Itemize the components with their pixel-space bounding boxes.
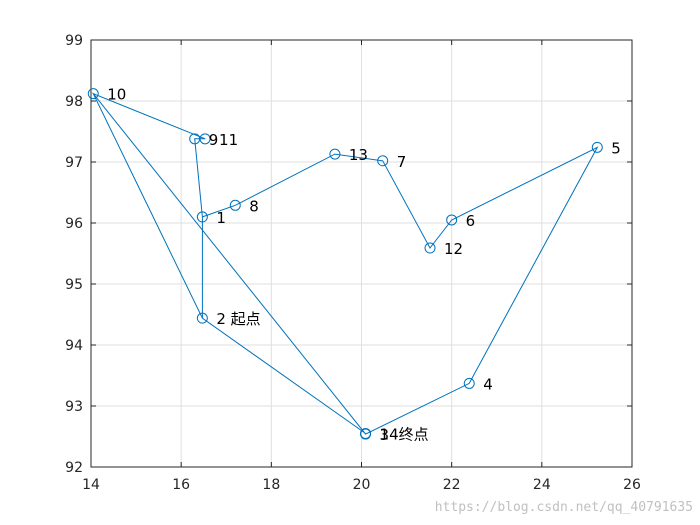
point-marker-10	[87, 88, 99, 100]
point-label-14: 14终点	[380, 425, 429, 443]
point-marker-7	[377, 155, 389, 167]
point-marker-5	[591, 141, 603, 153]
point-label-3: 3	[380, 426, 390, 444]
point-marker-8	[229, 199, 241, 211]
y-tick-label-95: 95	[65, 277, 83, 293]
point-label-6: 6	[466, 212, 476, 230]
x-tick-label-14: 14	[82, 477, 100, 493]
point-label-5: 5	[611, 139, 621, 157]
point-label-2: 2 起点	[216, 310, 260, 328]
point-label-10: 10	[107, 86, 126, 104]
y-tick-label-93: 93	[65, 399, 83, 415]
route-line	[91, 92, 599, 435]
point-label-12: 12	[444, 240, 463, 258]
point-marker-12	[424, 242, 436, 254]
x-tick-label-22: 22	[443, 477, 461, 493]
point-label-4: 4	[483, 375, 493, 393]
point-marker-13	[329, 148, 341, 160]
y-tick-label-99: 99	[65, 33, 83, 49]
point-label-9: 9	[209, 131, 219, 149]
y-tick-label-96: 96	[65, 216, 83, 232]
y-tick-label-94: 94	[65, 338, 83, 354]
point-label-13: 13	[349, 146, 368, 164]
point-label-8: 8	[249, 197, 259, 215]
x-tick-label-18: 18	[262, 477, 280, 493]
point-labels: 1 2 起点 3 4 5 6 7 8 9 10 11 12 13 14终点	[107, 86, 621, 444]
point-marker-4	[463, 377, 475, 389]
y-tick-label-97: 97	[65, 155, 83, 171]
route-series	[87, 88, 603, 440]
x-tick-label-26: 26	[623, 477, 641, 493]
point-marker-2	[196, 312, 208, 324]
y-tick-label-92: 92	[65, 460, 83, 476]
point-label-7: 7	[397, 153, 407, 171]
point-label-11: 11	[219, 131, 238, 149]
watermark-text: https://blog.csdn.net/qq_40791635	[435, 500, 693, 515]
point-label-1: 1	[216, 209, 226, 227]
x-tick-label-24: 24	[533, 477, 551, 493]
point-marker-11	[199, 133, 211, 145]
point-marker-1	[196, 211, 208, 223]
y-tick-label-98: 98	[65, 94, 83, 110]
x-tick-label-16: 16	[172, 477, 190, 493]
point-marker-14	[360, 427, 372, 439]
point-marker-6	[446, 214, 458, 226]
x-tick-label-20: 20	[353, 477, 371, 493]
